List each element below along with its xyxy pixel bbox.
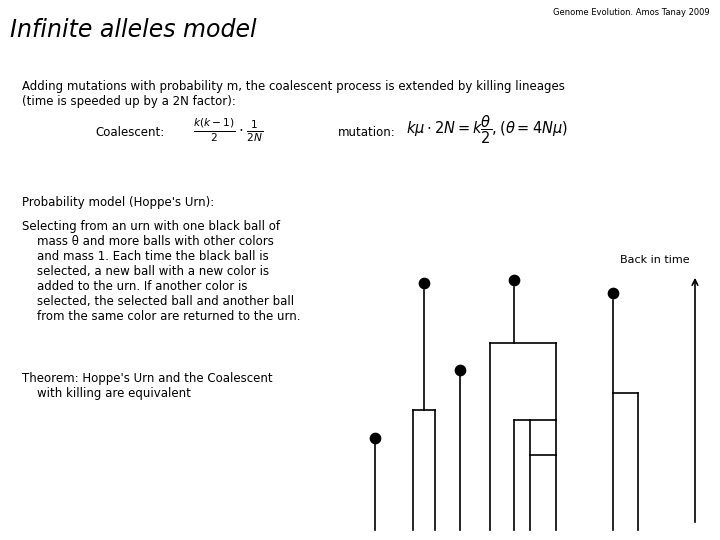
Text: selected, a new ball with a new color is: selected, a new ball with a new color is: [22, 265, 269, 278]
Text: Infinite alleles model: Infinite alleles model: [10, 18, 256, 42]
Text: and mass 1. Each time the black ball is: and mass 1. Each time the black ball is: [22, 250, 269, 263]
Text: Genome Evolution. Amos Tanay 2009: Genome Evolution. Amos Tanay 2009: [554, 8, 710, 17]
Text: Theorem: Hoppe's Urn and the Coalescent: Theorem: Hoppe's Urn and the Coalescent: [22, 372, 273, 385]
Text: with killing are equivalent: with killing are equivalent: [22, 387, 191, 400]
Point: [369, 434, 381, 442]
Text: Probability model (Hoppe's Urn):: Probability model (Hoppe's Urn):: [22, 196, 215, 209]
Text: Back in time: Back in time: [621, 255, 690, 265]
Text: Selecting from an urn with one black ball of: Selecting from an urn with one black bal…: [22, 220, 280, 233]
Point: [454, 366, 466, 374]
Point: [607, 289, 618, 298]
Text: $\frac{k(k-1)}{2}\cdot\frac{1}{2N}$: $\frac{k(k-1)}{2}\cdot\frac{1}{2N}$: [193, 116, 263, 144]
Text: Adding mutations with probability m, the coalescent process is extended by killi: Adding mutations with probability m, the…: [22, 80, 565, 93]
Text: Coalescent:: Coalescent:: [95, 126, 164, 139]
Point: [508, 276, 520, 285]
Text: mass θ and more balls with other colors: mass θ and more balls with other colors: [22, 235, 274, 248]
Point: [418, 279, 430, 287]
Text: added to the urn. If another color is: added to the urn. If another color is: [22, 280, 248, 293]
Text: $k\mu\cdot 2N=k\dfrac{\theta}{2},(\theta=4N\mu)$: $k\mu\cdot 2N=k\dfrac{\theta}{2},(\theta…: [406, 114, 568, 146]
Text: (time is speeded up by a 2N factor):: (time is speeded up by a 2N factor):: [22, 95, 236, 108]
Text: from the same color are returned to the urn.: from the same color are returned to the …: [22, 310, 300, 323]
Text: selected, the selected ball and another ball: selected, the selected ball and another …: [22, 295, 294, 308]
Text: mutation:: mutation:: [338, 126, 396, 139]
